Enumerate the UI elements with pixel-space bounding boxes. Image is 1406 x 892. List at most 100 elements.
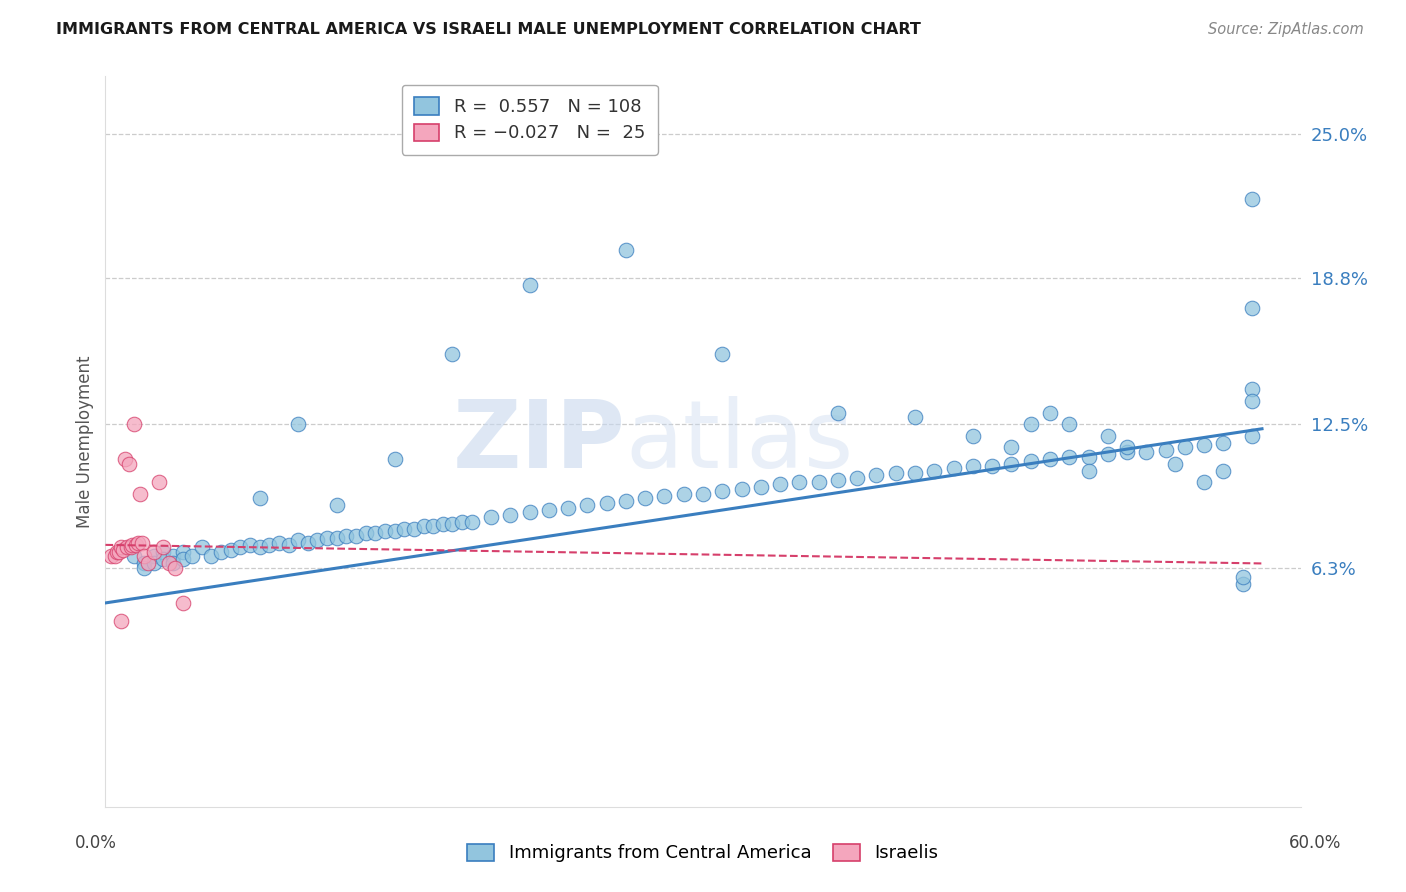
Point	[451, 515, 474, 529]
Point	[120, 540, 142, 554]
Point	[1116, 441, 1139, 455]
Point	[499, 508, 522, 522]
Point	[441, 516, 464, 531]
Point	[104, 549, 127, 564]
Point	[807, 475, 830, 490]
Point	[1174, 441, 1197, 455]
Point	[115, 540, 138, 554]
Point	[634, 491, 657, 506]
Point	[142, 557, 165, 571]
Point	[344, 528, 367, 542]
Point	[157, 557, 180, 571]
Point	[692, 487, 714, 501]
Point	[124, 549, 146, 564]
Point	[711, 347, 734, 361]
Point	[129, 487, 152, 501]
Point	[110, 615, 132, 629]
Point	[1241, 428, 1264, 442]
Point	[884, 466, 907, 480]
Point	[402, 522, 425, 536]
Point	[460, 515, 482, 529]
Point	[1164, 457, 1187, 471]
Point	[131, 535, 153, 549]
Text: 0.0%: 0.0%	[75, 834, 117, 852]
Point	[1135, 445, 1157, 459]
Point	[672, 487, 695, 501]
Point	[432, 516, 454, 531]
Point	[162, 549, 184, 564]
Point	[422, 519, 444, 533]
Point	[287, 417, 309, 431]
Point	[163, 561, 186, 575]
Point	[374, 524, 396, 538]
Point	[904, 466, 927, 480]
Point	[1057, 417, 1080, 431]
Point	[200, 549, 222, 564]
Point	[614, 243, 637, 257]
Point	[125, 538, 148, 552]
Point	[287, 533, 309, 548]
Point	[181, 549, 204, 564]
Point	[981, 458, 1004, 473]
Point	[114, 452, 136, 467]
Point	[1241, 192, 1264, 206]
Point	[827, 405, 849, 419]
Point	[172, 596, 194, 610]
Point	[412, 519, 434, 533]
Point	[249, 540, 271, 554]
Point	[749, 480, 772, 494]
Point	[297, 535, 319, 549]
Point	[537, 503, 560, 517]
Point	[1241, 301, 1264, 315]
Point	[1241, 382, 1264, 396]
Point	[384, 524, 406, 538]
Point	[1154, 442, 1177, 457]
Point	[576, 499, 599, 513]
Point	[654, 489, 676, 503]
Point	[136, 557, 159, 571]
Point	[1039, 405, 1062, 419]
Point	[1000, 457, 1022, 471]
Point	[904, 410, 927, 425]
Point	[108, 545, 131, 559]
Point	[162, 557, 184, 571]
Point	[117, 457, 139, 471]
Point	[1097, 428, 1119, 442]
Point	[105, 545, 128, 559]
Point	[335, 528, 357, 542]
Point	[249, 491, 271, 506]
Point	[962, 458, 984, 473]
Point	[962, 428, 984, 442]
Legend: R =  0.557   N = 108, R = −0.027   N =  25: R = 0.557 N = 108, R = −0.027 N = 25	[402, 85, 658, 155]
Point	[1019, 454, 1042, 468]
Point	[142, 545, 165, 559]
Point	[479, 510, 502, 524]
Point	[789, 475, 811, 490]
Point	[110, 540, 132, 554]
Point	[1019, 417, 1042, 431]
Point	[1039, 452, 1062, 467]
Point	[152, 551, 174, 566]
Point	[1000, 441, 1022, 455]
Point	[711, 484, 734, 499]
Point	[384, 452, 406, 467]
Point	[519, 277, 541, 292]
Point	[1241, 393, 1264, 408]
Point	[1212, 435, 1234, 450]
Point	[364, 526, 387, 541]
Point	[769, 477, 792, 491]
Point	[557, 500, 579, 515]
Point	[152, 545, 174, 559]
Text: ZIP: ZIP	[453, 395, 626, 488]
Point	[1097, 447, 1119, 461]
Point	[1192, 438, 1215, 452]
Point	[326, 499, 349, 513]
Point	[132, 557, 155, 571]
Point	[614, 493, 637, 508]
Point	[100, 549, 122, 564]
Point	[924, 464, 946, 478]
Point	[152, 540, 174, 554]
Point	[259, 538, 281, 552]
Point	[1116, 445, 1139, 459]
Point	[1232, 570, 1254, 584]
